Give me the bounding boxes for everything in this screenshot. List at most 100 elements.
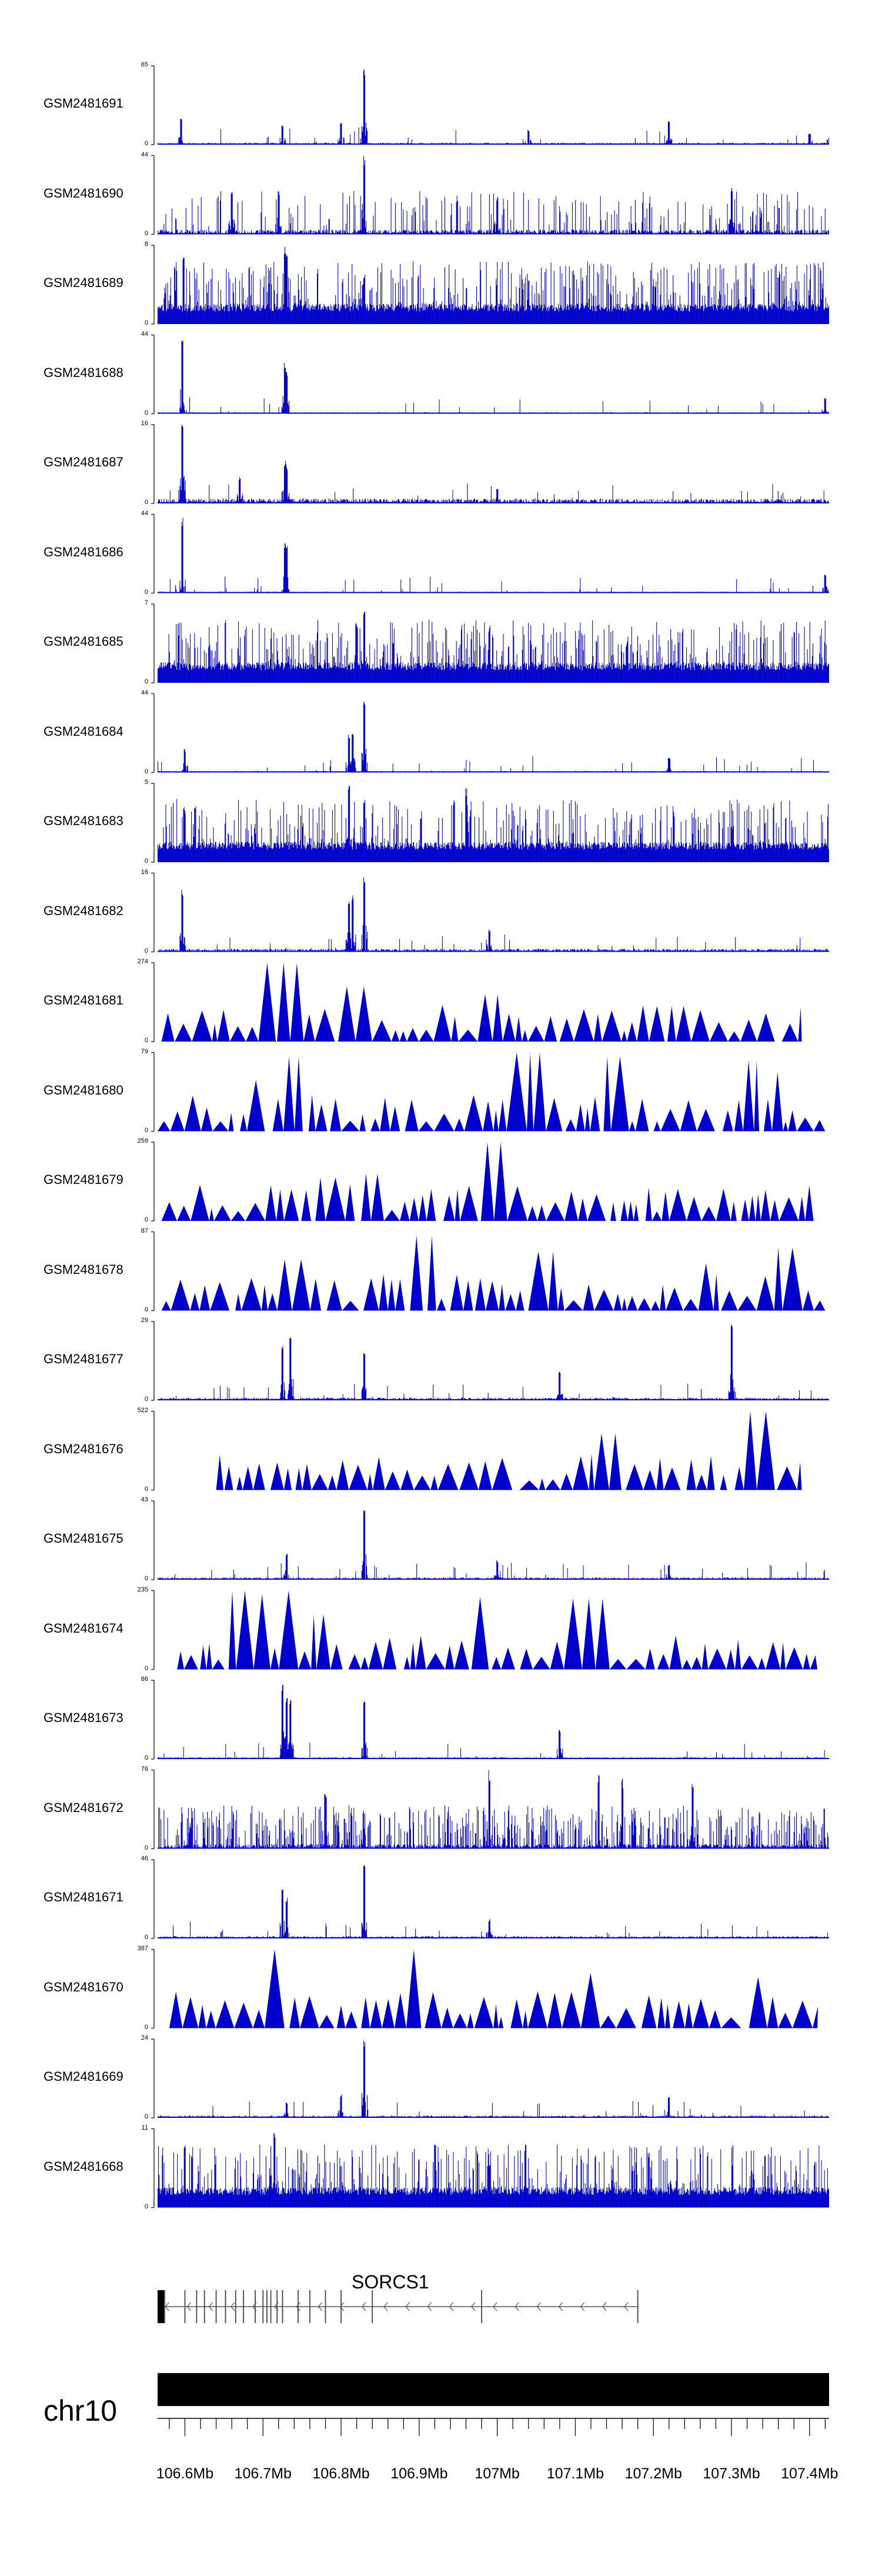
gene-exon [309,2290,310,2323]
y-min-label: 0 [144,229,148,237]
strand-arrow [470,2302,476,2311]
strand-arrow [580,2302,585,2311]
strand-arrow [493,2302,497,2311]
signal-area [161,1236,826,1311]
track-GSM2481679 [151,1142,814,1222]
track-GSM2481685 [151,603,830,683]
strand-arrow [624,2302,629,2311]
signal-bars [157,1865,830,1938]
y-max-label: 16 [141,868,148,876]
track-label: GSM2481674 [44,1620,123,1636]
track-GSM2481684 [151,693,830,773]
track-label: GSM2481669 [44,2069,123,2084]
y-min-label: 0 [144,1754,148,1761]
y-min-label: 0 [144,857,148,865]
strand-arrow [536,2302,541,2311]
strand-arrow [405,2302,410,2311]
signal-bars [157,701,830,773]
signal-bars [157,2133,830,2208]
y-min-label: 0 [144,1934,148,1941]
y-min-label: 0 [144,1306,148,1313]
strand-arrow [339,2302,345,2311]
strand-arrow [383,2302,388,2311]
track-GSM2481671 [151,1859,830,1939]
gene-exon [637,2290,639,2323]
signal-bars [157,156,830,235]
track-label: GSM2481675 [44,1531,123,1546]
track-label: GSM2481677 [44,1352,123,1366]
strand-arrow [208,2302,213,2311]
strand-arrow [186,2302,191,2311]
strand-arrow [252,2302,257,2311]
signal-bars [157,612,830,683]
gene-exon [203,2290,205,2323]
track-GSM2481678 [151,1231,826,1312]
track-label: GSM2481686 [44,544,123,559]
track-label: GSM2481683 [44,813,123,828]
y-min-label: 0 [144,588,148,596]
gene-exon [282,2290,283,2323]
tick-label: 106.7Mb [234,2465,292,2482]
signal-bars [157,877,830,952]
gene-exon [159,2290,165,2323]
signal-bars [157,246,830,324]
track-label: GSM2481671 [44,1890,123,1904]
signal-bars [157,340,830,414]
track-label: GSM2481670 [44,1979,123,1994]
track-label: GSM2481679 [44,1172,123,1187]
track-label: GSM2481668 [44,2158,123,2174]
track-label: GSM2481684 [44,723,123,739]
y-max-label: 79 [141,1047,148,1055]
strand-arrow [602,2302,607,2311]
signal-bars [157,518,828,593]
signal-area [161,963,802,1042]
y-max-label: 16 [141,420,148,427]
signal-bars [157,1770,830,1849]
signal-area [177,1590,818,1670]
strand-arrow [318,2302,323,2311]
gene-exon [266,2290,268,2323]
track-GSM2481673 [151,1680,830,1760]
y-min-label: 0 [144,2023,148,2031]
y-min-label: 0 [144,768,148,775]
gene-exon [298,2290,299,2323]
y-min-label: 0 [144,1396,148,1403]
y-min-label: 0 [144,1216,148,1223]
tick-label: 106.6Mb [156,2465,214,2482]
strand-arrow [362,2302,366,2311]
y-max-label: 44 [141,509,148,517]
signal-area [216,1411,802,1490]
track-label: GSM2481680 [44,1082,123,1097]
y-min-label: 0 [144,1485,148,1493]
track-GSM2481674 [151,1590,818,1670]
strand-arrow [514,2302,519,2311]
signal-area [161,1142,814,1221]
tick-label: 106.9Mb [390,2465,448,2482]
gene-track [157,2290,639,2323]
gene-exon [372,2290,373,2323]
tick-label: 106.8Mb [312,2465,370,2482]
track-GSM2481690 [151,155,830,235]
signal-bars [157,1510,830,1580]
gene-exon [481,2290,483,2323]
track-GSM2481668 [151,2128,830,2208]
y-max-label: 43 [141,1496,148,1503]
track-GSM2481681 [151,962,802,1042]
track-GSM2481687 [151,424,830,504]
track-label: GSM2481673 [44,1710,123,1725]
strand-arrow [558,2302,563,2311]
gene-exon [184,2290,186,2323]
y-max-label: 11 [141,2124,148,2131]
tick-label: 107.2Mb [624,2465,682,2482]
tick-label: 107.4Mb [781,2465,838,2482]
track-GSM2481680 [151,1052,826,1132]
track-GSM2481682 [151,872,830,953]
y-min-label: 0 [144,2203,148,2210]
y-min-label: 0 [144,2113,148,2120]
track-label: GSM2481678 [44,1262,123,1277]
y-max-label: 44 [141,689,148,696]
tick-label: 107Mb [475,2465,520,2482]
track-GSM2481677 [151,1321,830,1401]
tick-label: 107.1Mb [546,2465,604,2482]
